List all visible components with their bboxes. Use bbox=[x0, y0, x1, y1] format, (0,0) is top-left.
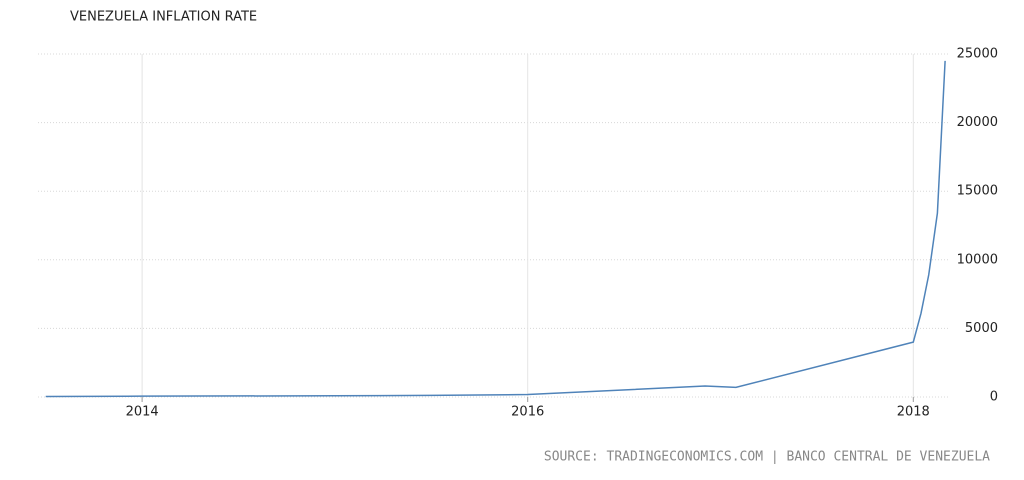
y-tick-label: 0 bbox=[990, 390, 998, 405]
x-tick-label: 2016 bbox=[511, 405, 544, 420]
y-tick-label: 5000 bbox=[965, 321, 998, 336]
y-tick-label: 20000 bbox=[957, 115, 998, 130]
y-tick-label: 25000 bbox=[957, 47, 998, 62]
chart-title: VENEZUELA INFLATION RATE bbox=[70, 10, 257, 25]
x-tick-label: 2018 bbox=[897, 405, 930, 420]
y-tick-label: 15000 bbox=[957, 184, 998, 199]
y-tick-label: 10000 bbox=[957, 252, 998, 267]
line bbox=[45, 60, 946, 398]
source: SOURCE: TRADINGECONOMICS.COM | BANCO CEN… bbox=[544, 450, 990, 465]
x-tick-label: 2014 bbox=[126, 405, 159, 420]
